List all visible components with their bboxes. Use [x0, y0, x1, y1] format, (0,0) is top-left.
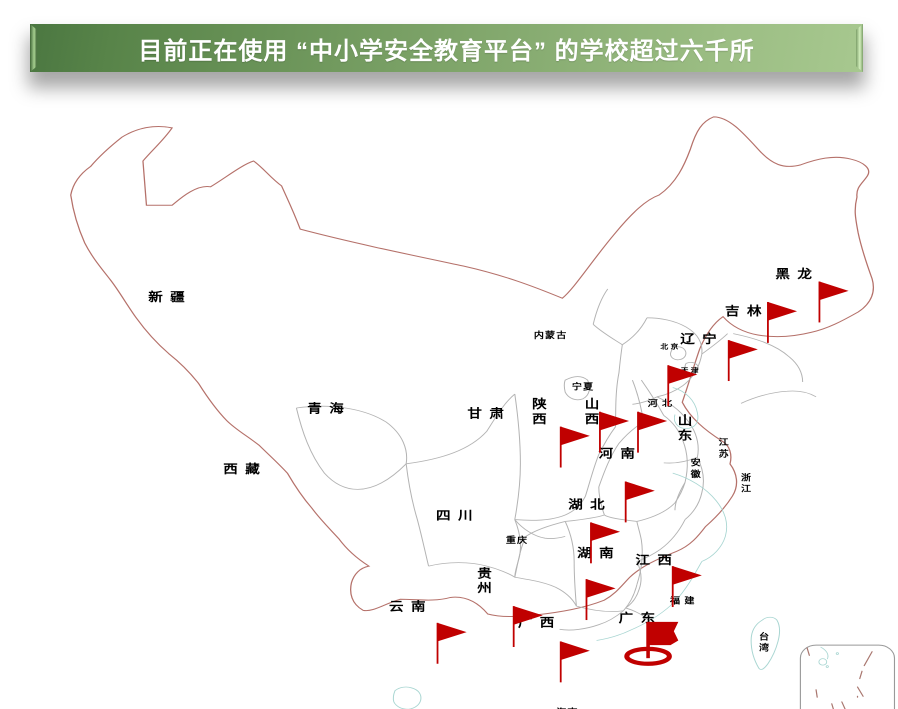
svg-text:河 南: 河 南 — [598, 446, 637, 460]
svg-text:西 藏: 西 藏 — [223, 461, 262, 475]
svg-text:青 海: 青 海 — [307, 401, 346, 415]
svg-text:辽 宁: 辽 宁 — [680, 331, 719, 345]
svg-text:内蒙古: 内蒙古 — [534, 330, 568, 340]
svg-text:山东: 山东 — [678, 414, 695, 442]
svg-text:吉 林: 吉 林 — [725, 303, 764, 317]
svg-text:新 疆: 新 疆 — [148, 289, 187, 303]
svg-text:浙江: 浙江 — [741, 472, 752, 493]
svg-text:湖 北: 湖 北 — [568, 498, 607, 512]
svg-text:云 南: 云 南 — [389, 599, 428, 613]
svg-text:重庆: 重庆 — [506, 535, 528, 545]
svg-text:黑 龙: 黑 龙 — [775, 266, 814, 280]
svg-text:湖 南: 湖 南 — [577, 545, 616, 559]
svg-text:北京: 北京 — [660, 342, 680, 350]
svg-text:甘 肃: 甘 肃 — [467, 406, 506, 420]
svg-text:宁夏: 宁夏 — [572, 381, 594, 391]
svg-text:江 西: 江 西 — [635, 552, 674, 566]
svg-text:四 川: 四 川 — [436, 509, 475, 523]
svg-text:河 北: 河 北 — [647, 398, 674, 408]
